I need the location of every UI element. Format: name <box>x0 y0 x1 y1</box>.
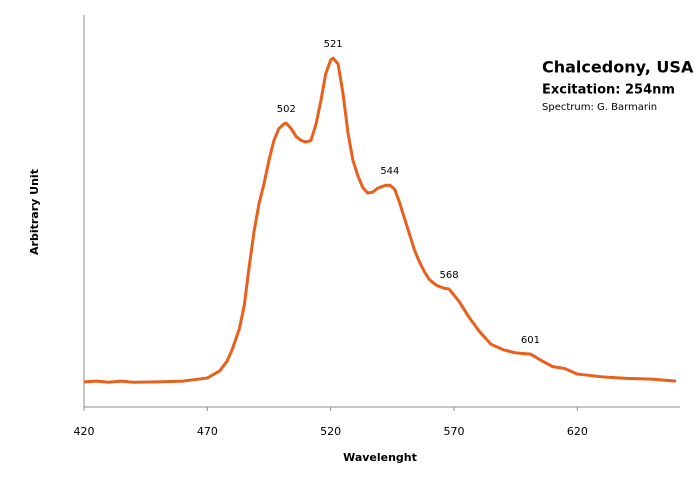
peak-label: 544 <box>380 166 399 177</box>
y-axis-label: Arbitrary Unit <box>28 169 41 255</box>
x-tick-label: 420 <box>74 425 95 438</box>
chart-subtitle: Spectrum: G. Barmarin <box>542 102 657 113</box>
x-tick-label: 520 <box>320 425 341 438</box>
x-tick-label: 620 <box>567 425 588 438</box>
peak-label: 601 <box>521 335 540 346</box>
x-tick-label: 570 <box>444 425 465 438</box>
x-axis-label: Wavelenght <box>343 451 417 464</box>
peak-label: 502 <box>277 104 296 115</box>
chart-subtitle: Excitation: 254nm <box>542 83 675 98</box>
spectrum-line <box>83 56 677 384</box>
chart-title: Chalcedony, USA <box>542 58 694 77</box>
peak-label: 568 <box>440 270 459 281</box>
peak-label: 521 <box>324 39 343 50</box>
x-tick-label: 470 <box>197 425 218 438</box>
